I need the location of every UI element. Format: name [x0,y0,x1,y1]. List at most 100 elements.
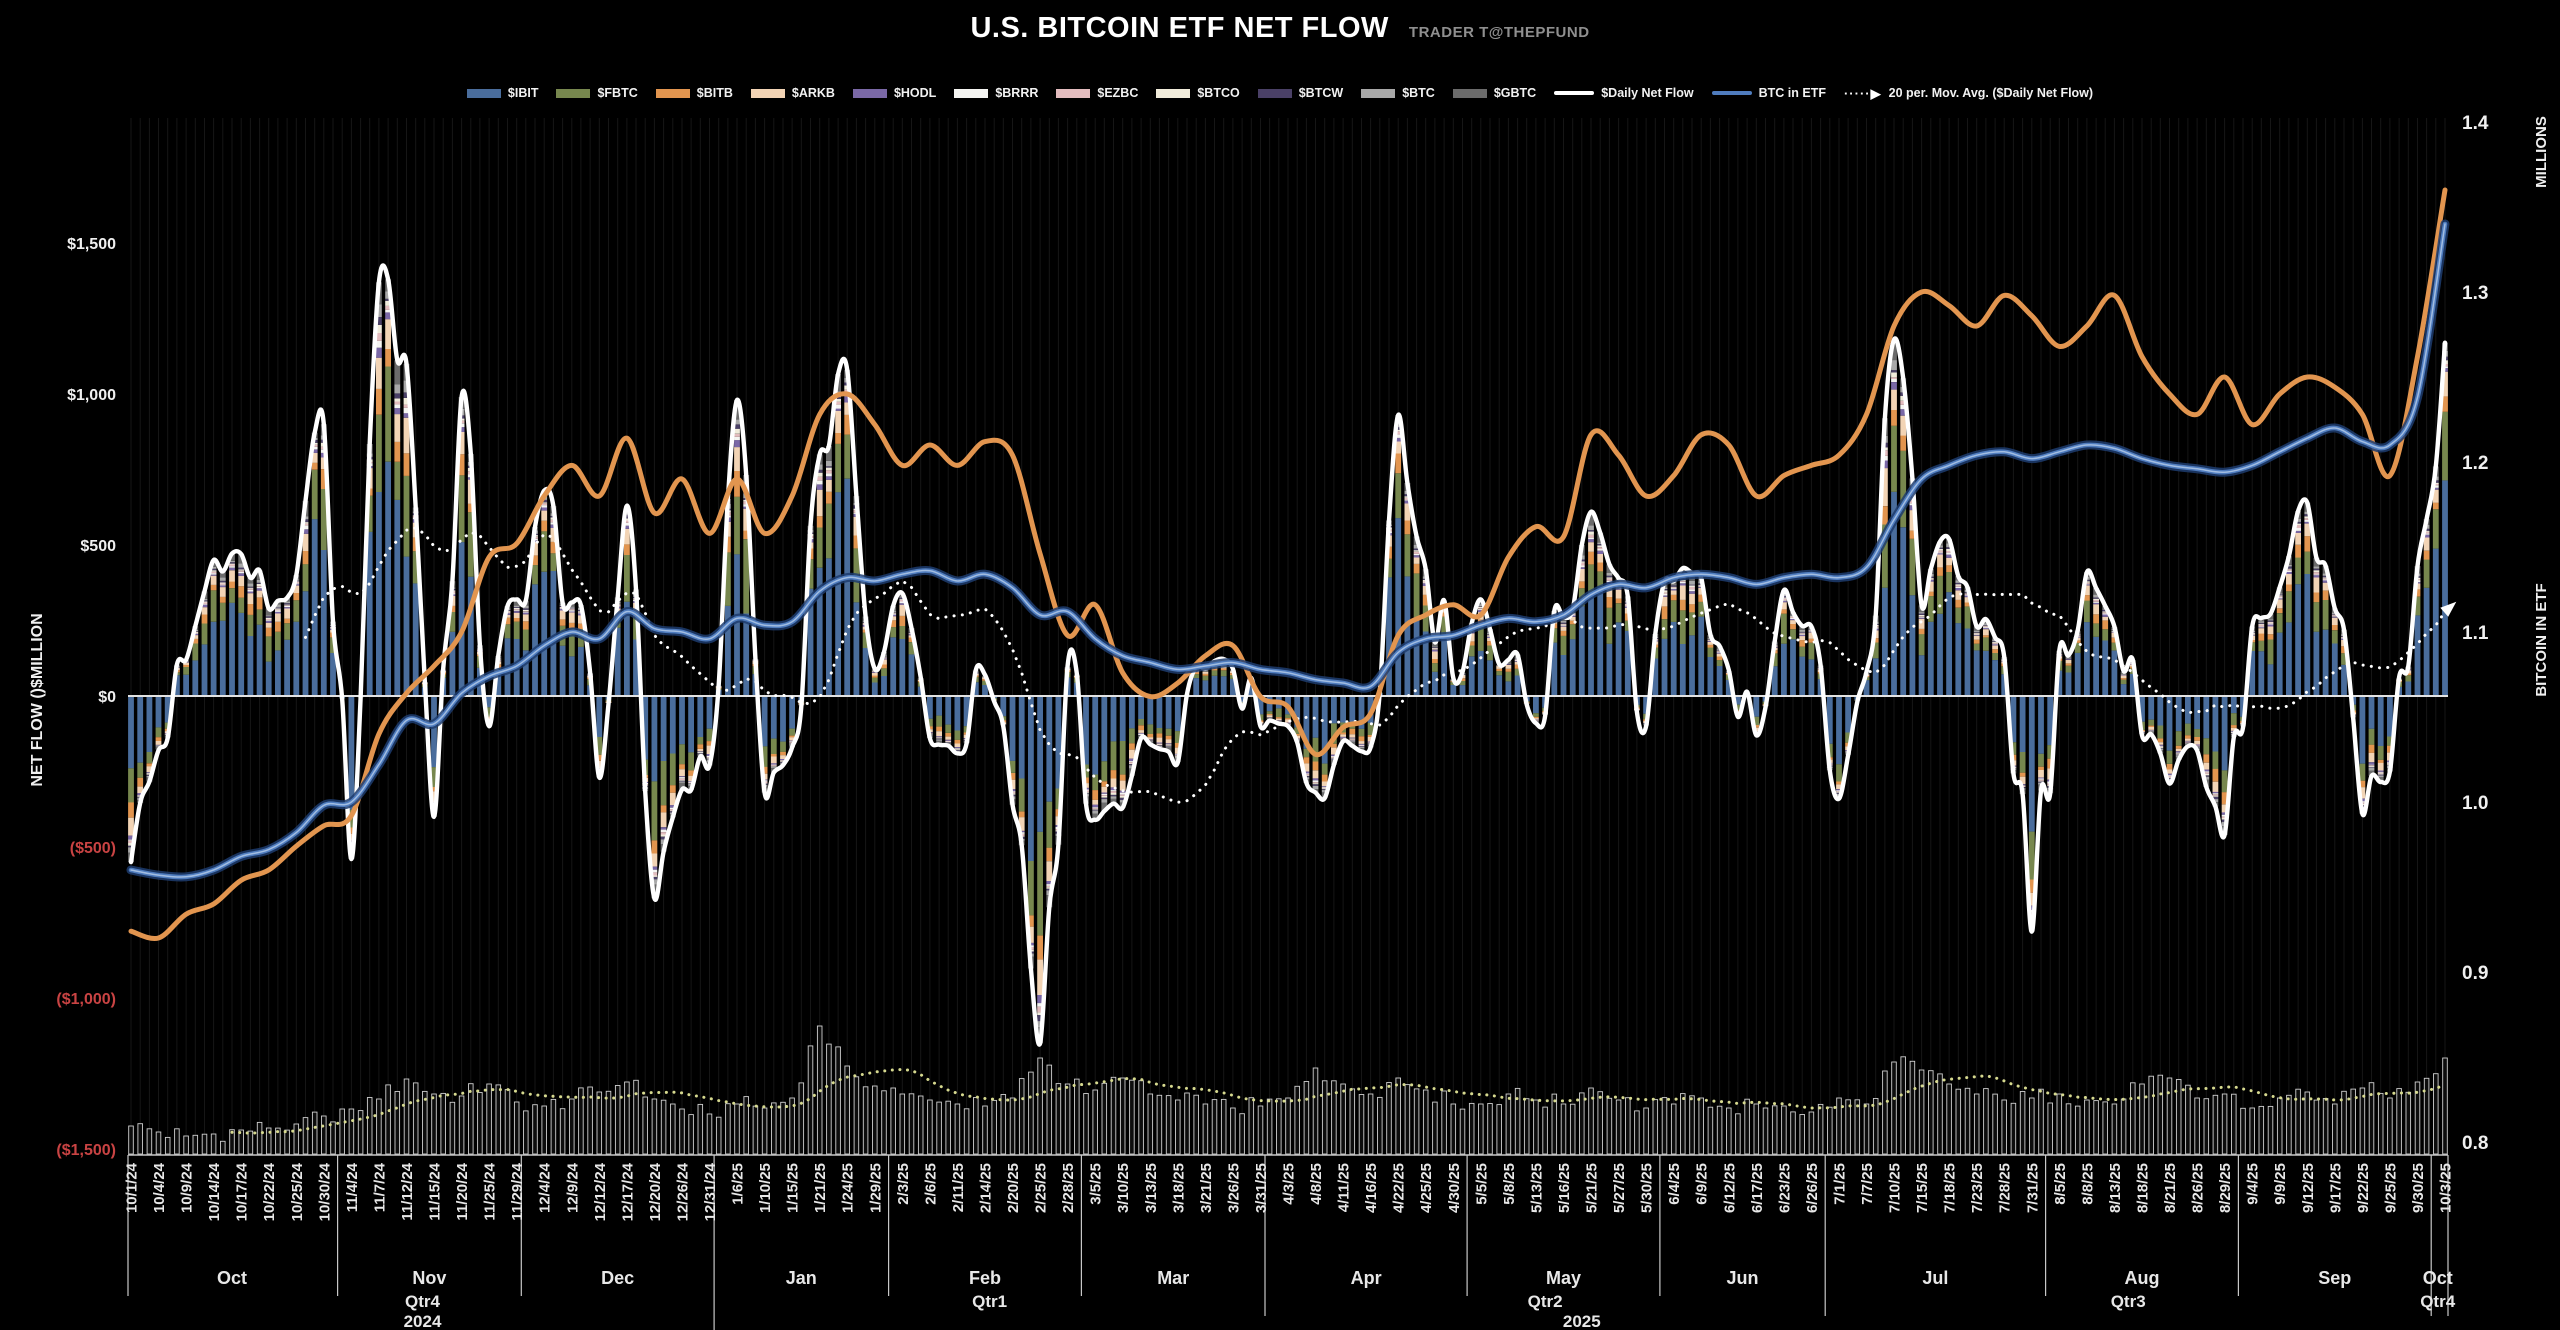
x-tick-label: 11/29/24 [509,1162,526,1220]
x-tick-label: 11/12/24 [399,1162,416,1220]
x-tick-label: 4/22/25 [1391,1163,1408,1213]
legend-label: $BTCW [1298,86,1344,100]
month-label: Mar [1157,1268,1189,1288]
x-tick-label: 9/4/25 [2245,1163,2262,1205]
left-axis-title: NET FLOW ()$MILLION [29,613,46,786]
x-tick-label: 1/29/25 [867,1163,884,1213]
x-tick-label: 2/14/25 [978,1163,995,1213]
x-tick-label: 11/15/24 [427,1162,444,1220]
x-tick-label: 3/10/25 [1115,1163,1132,1213]
x-tick-label: 5/5/25 [1473,1163,1490,1205]
x-tick-label: 10/25/24 [289,1162,306,1221]
orange-trend-line [128,187,2448,942]
x-tick-label: 5/13/25 [1528,1163,1545,1213]
x-tick-label: 5/27/25 [1611,1163,1628,1213]
x-tick-label: 2/11/25 [950,1163,967,1212]
x-tick-label: 10/4/24 [151,1162,168,1213]
x-tick-label: 5/8/25 [1501,1163,1518,1205]
legend-label: $BTCO [1197,86,1240,100]
right-axis-title-millions: MILLIONS [2533,116,2550,188]
legend-label: 20 per. Mov. Avg. ($Daily Net Flow) [1888,86,2094,100]
x-tick-label: 10/22/24 [261,1162,278,1221]
legend-label: $BTC [1402,86,1435,100]
x-tick-label: 7/23/25 [1969,1163,1986,1213]
x-tick-label: 2/20/25 [1005,1163,1022,1213]
x-tick-label: 2/25/25 [1033,1163,1050,1213]
right-axis: 1.4 1.3 1.2 1.1 1.0 0.9 0.8 MILLIONS BITCOIN IN … [2462,113,2550,1154]
chart-title: U.S. BITCOIN ETF NET FLOW [970,12,1389,44]
x-tick-label: 8/8/25 [2079,1163,2096,1205]
left-axis-tick-label: $0 [98,689,116,706]
x-tick-label: 6/9/25 [1694,1163,1711,1205]
x-tick-label: 7/28/25 [1997,1163,2014,1213]
month-label: Apr [1351,1268,1382,1288]
x-tick-label: 12/9/24 [564,1162,581,1213]
x-tick-label: 9/9/25 [2272,1163,2289,1205]
x-tick-label: 4/25/25 [1418,1163,1435,1213]
x-tick-label: 5/30/25 [1639,1163,1656,1213]
x-tick-label: 9/30/25 [2410,1163,2427,1213]
x-axis-date-labels: 10/1/24 10/4/24 10/9/24 10/14/24 10/17/24 10/… [124,1162,2455,1221]
legend-label: $BITB [696,86,733,100]
x-tick-label: 4/16/25 [1363,1163,1380,1213]
legend-bar-swatch-icon [1361,88,1396,98]
x-tick-label: 2/3/25 [895,1163,912,1205]
right-axis-tick-label: 1.1 [2462,623,2489,644]
month-label: Feb [969,1268,1001,1288]
x-tick-label: 8/18/25 [2135,1163,2152,1213]
daily-net-flow-line [128,263,2448,1047]
legend-bar-swatch-icon [466,88,501,98]
right-axis-tick-label: 1.2 [2462,453,2488,474]
chart-credit: TRADER T@THEPFUND [1408,24,1590,41]
x-axis-group-labels: Oct Nov Dec Jan Feb Mar Apr May Jun Jul Aug Sep Oct Q… [217,1268,2456,1330]
x-tick-label: 6/12/25 [1721,1163,1738,1213]
ma20-dotted-line [304,526,2457,804]
legend-label: $GBTC [1493,86,1537,100]
x-tick-label: 12/20/24 [647,1162,664,1221]
x-tick-label: 4/8/25 [1308,1163,1325,1205]
x-tick-label: 6/23/25 [1776,1163,1793,1213]
x-tick-label: 10/3/25 [2438,1163,2455,1213]
x-tick-label: 4/3/25 [1281,1163,1298,1205]
legend-label: BTC in ETF [1758,86,1826,100]
quarter-label: Qtr1 [972,1292,1007,1311]
legend-bar-swatch-icon [1156,88,1191,98]
x-tick-label: 12/4/24 [537,1162,554,1213]
legend-bar-swatch-icon [852,88,887,98]
x-tick-label: 3/21/25 [1198,1163,1215,1213]
legend-item-btcw: $BTCW [1257,86,1344,100]
title-bar: U.S. BITCOIN ETF NET FLOW TRADER T@THEPFU… [0,12,2560,45]
btc-in-etf-line [126,219,2450,882]
legend-label: $HODL [893,86,937,100]
legend: $IBIT $FBTC $BITB $ARKB $HODL $BRRR $EZBC $BTCO… [0,86,2560,100]
year-label: 2024 [404,1312,442,1330]
x-tick-label: 7/10/25 [1887,1163,1904,1213]
x-tick-label: 1/10/25 [757,1163,774,1213]
x-tick-label: 12/17/24 [619,1162,636,1221]
x-tick-label: 12/12/24 [592,1162,609,1221]
legend-line-swatch-icon [1554,91,1595,95]
legend-item-fbtc: $FBTC [556,86,638,100]
legend-bar-swatch-icon [1452,88,1487,98]
legend-label: $IBIT [507,86,539,100]
legend-item-hodl: $HODL [852,86,937,100]
x-tick-label: 9/22/25 [2355,1163,2372,1213]
quarter-label: Qtr3 [2111,1292,2146,1311]
month-label: Oct [217,1268,247,1288]
legend-item-bitb: $BITB [655,86,733,100]
x-tick-label: 10/14/24 [206,1162,223,1221]
right-axis-tick-label: 1.4 [2462,113,2489,134]
x-tick-label: 5/21/25 [1584,1163,1601,1213]
legend-bar-swatch-icon [954,88,989,98]
quarter-label: Qtr2 [1528,1292,1563,1311]
legend-label: $EZBC [1097,86,1139,100]
x-tick-label: 2/28/25 [1060,1163,1077,1213]
x-tick-label: 10/1/24 [124,1162,141,1213]
x-tick-label: 1/15/25 [785,1163,802,1213]
month-label: Oct [2423,1268,2453,1288]
x-tick-label: 7/15/25 [1914,1163,1931,1213]
x-tick-label: 3/26/25 [1225,1163,1242,1213]
x-tick-label: 9/12/25 [2300,1163,2317,1213]
x-tick-label: 6/4/25 [1666,1163,1683,1205]
